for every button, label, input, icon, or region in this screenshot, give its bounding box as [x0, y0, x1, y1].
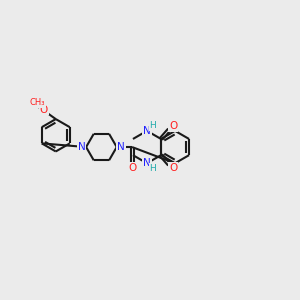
Text: N: N	[143, 126, 151, 136]
Text: O: O	[169, 121, 178, 131]
Text: H: H	[149, 121, 156, 130]
Text: N: N	[143, 158, 151, 168]
Text: O: O	[169, 163, 178, 173]
Text: O: O	[40, 105, 48, 115]
Text: N: N	[117, 142, 125, 152]
Text: H: H	[149, 164, 156, 173]
Text: N: N	[78, 142, 86, 152]
Text: CH₃: CH₃	[30, 98, 45, 107]
Text: O: O	[128, 163, 136, 173]
